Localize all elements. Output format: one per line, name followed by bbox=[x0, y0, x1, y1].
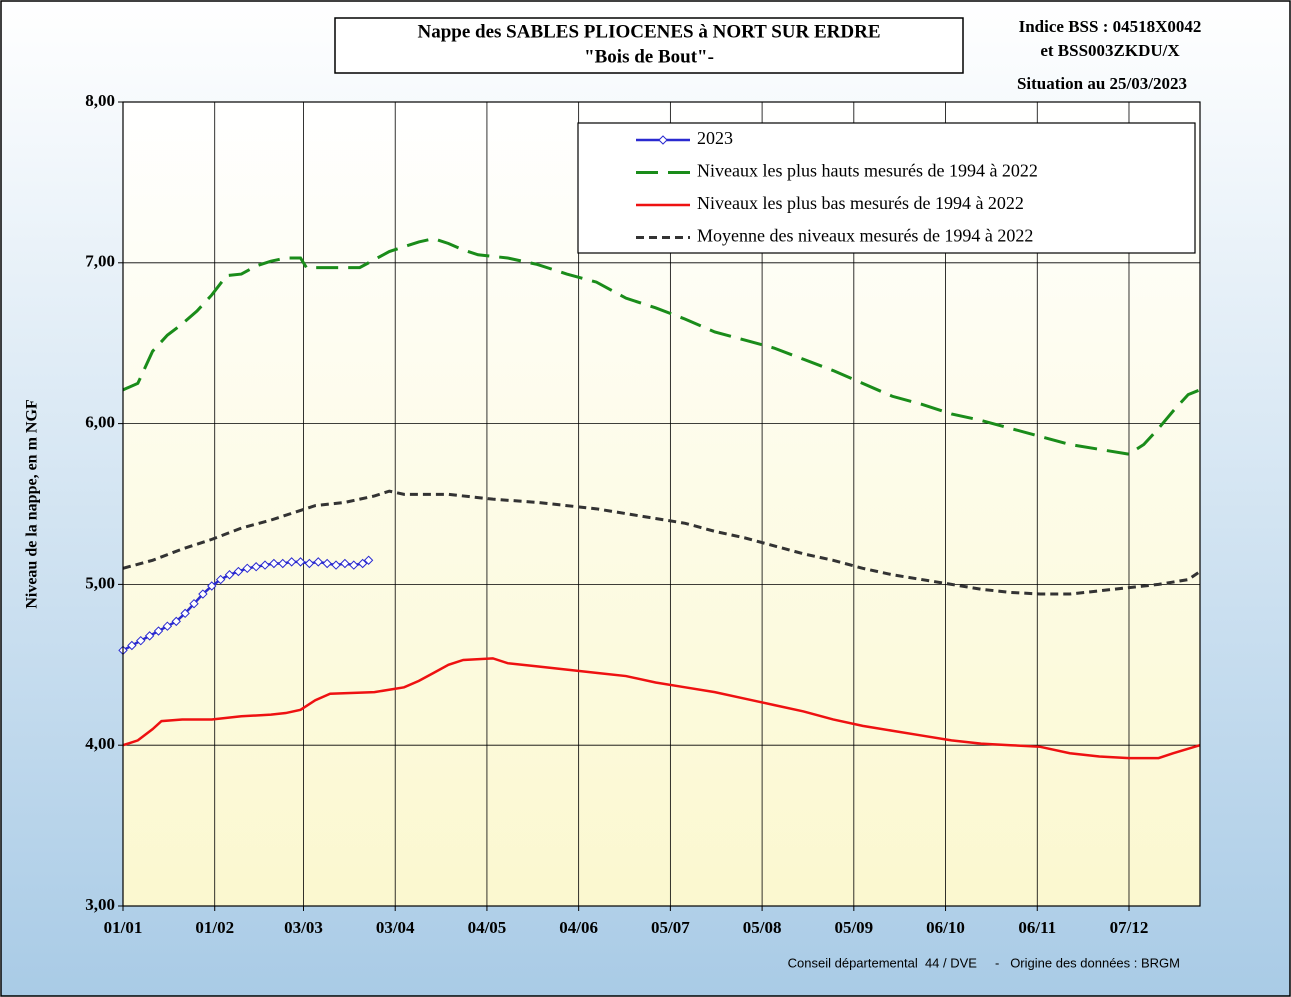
y-axis-label: Niveau de la nappe, en m NGF bbox=[24, 399, 41, 609]
marker bbox=[251, 562, 261, 572]
x-tick-label: 03/03 bbox=[284, 918, 323, 937]
marker bbox=[136, 635, 146, 646]
title-box bbox=[334, 17, 964, 74]
legend-label: Moyenne des niveaux mesurés de 1994 à 20… bbox=[697, 226, 1033, 246]
marker bbox=[207, 581, 217, 591]
marker bbox=[189, 598, 199, 609]
y-tick-label: 7,00 bbox=[85, 252, 115, 271]
footer: Conseil départemental 44 / DVE - Origine… bbox=[788, 955, 1180, 970]
marker bbox=[162, 621, 173, 631]
series-line bbox=[122, 237, 1201, 456]
x-tick-label: 04/05 bbox=[468, 918, 507, 937]
y-tick-label: 6,00 bbox=[85, 413, 115, 432]
marker bbox=[363, 555, 374, 565]
x-tick-label: 06/11 bbox=[1018, 918, 1056, 937]
x-tick-label: 04/06 bbox=[559, 918, 598, 937]
marker bbox=[242, 563, 252, 574]
marker bbox=[153, 626, 164, 636]
marker bbox=[340, 558, 350, 569]
y-tick-label: 4,00 bbox=[85, 734, 115, 753]
chart-subtitle: "Bois de Bout"- bbox=[584, 46, 714, 67]
marker bbox=[304, 558, 315, 569]
marker bbox=[269, 558, 279, 569]
legend-label: Niveaux les plus bas mesurés de 1994 à 2… bbox=[697, 193, 1024, 213]
marker bbox=[180, 608, 190, 619]
x-tick-label: 06/10 bbox=[926, 918, 965, 937]
y-tick-label: 5,00 bbox=[85, 573, 115, 592]
series-line bbox=[122, 657, 1201, 760]
x-tick-label: 05/09 bbox=[834, 918, 873, 937]
marker bbox=[260, 560, 270, 570]
marker bbox=[233, 566, 244, 577]
y-tick-label: 8,00 bbox=[85, 91, 115, 110]
marker bbox=[322, 558, 332, 569]
marker bbox=[286, 557, 297, 567]
marker bbox=[313, 557, 323, 567]
annotation: et BSS003ZKDU/X bbox=[1040, 41, 1180, 60]
x-tick-label: 01/02 bbox=[195, 918, 234, 937]
x-tick-label: 03/04 bbox=[376, 918, 415, 937]
legend-label: Niveaux les plus hauts mesurés de 1994 à… bbox=[697, 161, 1038, 181]
marker bbox=[171, 616, 181, 627]
marker bbox=[295, 557, 306, 567]
marker bbox=[215, 574, 226, 585]
marker bbox=[144, 631, 155, 641]
chart-title: Nappe des SABLES PLIOCENES à NORT SUR ER… bbox=[417, 21, 880, 42]
marker bbox=[331, 560, 341, 570]
legend-label: 2023 bbox=[697, 128, 733, 148]
annotation: Situation au 25/03/2023 bbox=[1017, 74, 1187, 93]
legend-marker bbox=[658, 135, 668, 145]
marker bbox=[349, 560, 359, 570]
series-line bbox=[122, 489, 1201, 596]
marker bbox=[127, 640, 137, 651]
x-tick-label: 05/07 bbox=[651, 918, 690, 937]
x-tick-label: 01/01 bbox=[104, 918, 143, 937]
y-tick-label: 3,00 bbox=[85, 895, 115, 914]
annotation: Indice BSS : 04518X0042 bbox=[1019, 17, 1202, 36]
plot-frame bbox=[122, 101, 1201, 907]
marker bbox=[224, 570, 235, 580]
x-tick-label: 05/08 bbox=[743, 918, 782, 937]
x-tick-label: 07/12 bbox=[1110, 918, 1149, 937]
marker bbox=[278, 558, 288, 569]
marker bbox=[357, 558, 368, 569]
marker bbox=[198, 589, 208, 599]
legend-box bbox=[577, 122, 1196, 254]
